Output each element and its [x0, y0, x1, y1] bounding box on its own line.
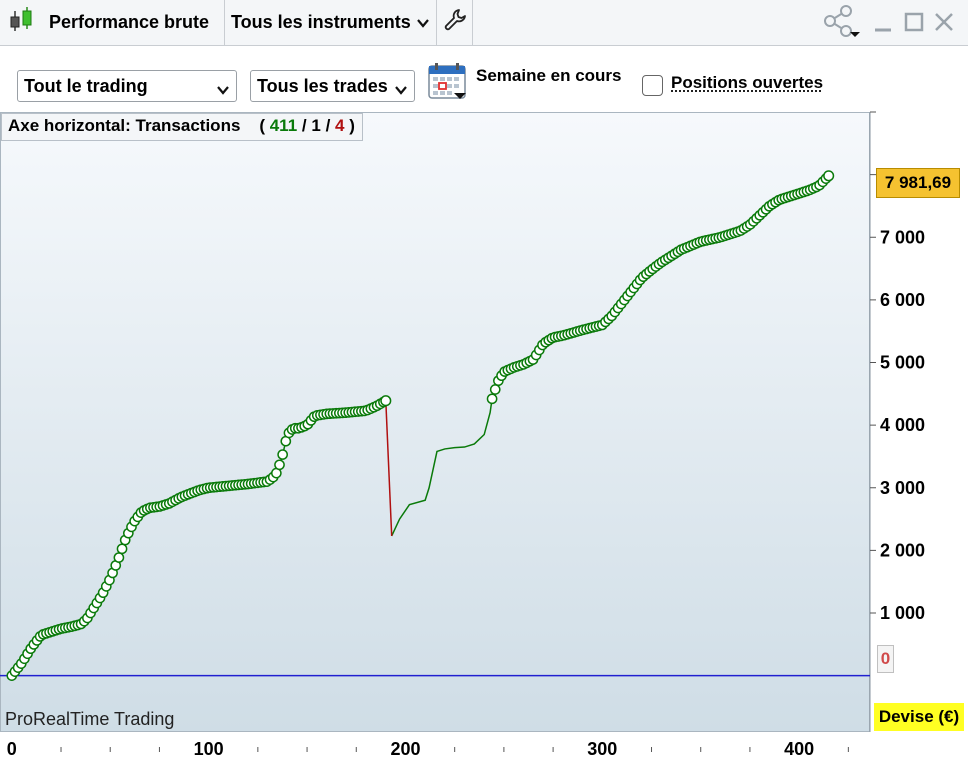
- count-winning-trades: 411: [269, 116, 298, 135]
- count-neutral-trades: 1: [311, 116, 321, 135]
- settings-button[interactable]: [437, 0, 473, 45]
- equity-line: [491, 175, 830, 400]
- y-axis: 1 000 2 000 3 000 4 000 5 000 6 000 7 000: [870, 111, 925, 623]
- y-tick-label: 3 000: [880, 478, 925, 498]
- window-title: Performance brute: [49, 12, 210, 32]
- calendar-icon: [428, 63, 468, 104]
- trade-marker: [274, 459, 285, 471]
- filter-toolbar: Tout le trading Tous les trades: [0, 46, 968, 112]
- equity-series: [6, 170, 835, 681]
- wrench-icon: [444, 8, 466, 37]
- chevron-down-icon: [416, 15, 429, 31]
- minimize-icon: [872, 6, 894, 41]
- currency-badge[interactable]: Devise (€): [874, 703, 964, 731]
- share-icon: [822, 4, 862, 43]
- zero-value-badge: 0: [877, 645, 894, 673]
- count-separator-2: /: [325, 116, 331, 135]
- x-axis: 0 100 200 300 400: [7, 739, 849, 759]
- open-positions-checkbox[interactable]: [642, 75, 663, 96]
- y-tick-label: 7 000: [880, 227, 925, 247]
- trade-marker-end: [823, 170, 835, 182]
- x-tick-label: 400: [784, 739, 814, 759]
- count-losing-trades: 4: [335, 116, 345, 135]
- open-positions-label[interactable]: Positions ouvertes: [671, 73, 824, 92]
- trade-marker: [489, 384, 501, 395]
- x-tick-label: 0: [7, 739, 17, 759]
- trade-marker: [116, 543, 128, 555]
- trade-marker-end: [380, 395, 392, 407]
- y-tick-label: 2 000: [880, 540, 925, 560]
- trading-select[interactable]: Tout le trading: [17, 70, 237, 102]
- instrument-menu[interactable]: Tous les instruments: [225, 0, 437, 45]
- maximize-button[interactable]: [903, 6, 925, 40]
- plot-area[interactable]: [0, 112, 870, 732]
- candlestick-icon: [7, 5, 37, 40]
- app-title-cell: Performance brute: [0, 0, 225, 45]
- axis-mode-box[interactable]: Axe horizontal: Transactions ( 411 / 1 /…: [1, 113, 363, 141]
- title-bar: Performance brute Tous les instruments: [0, 0, 968, 46]
- x-tick-label: 300: [587, 739, 617, 759]
- close-button[interactable]: [933, 6, 955, 40]
- axis-mode-label: Axe horizontal:: [8, 116, 131, 135]
- chevron-down-icon: [216, 80, 230, 101]
- x-tick-label: 100: [194, 739, 224, 759]
- minimize-button[interactable]: [872, 6, 894, 40]
- y-tick-label: 4 000: [880, 415, 925, 435]
- equity-line-unmarked: [391, 398, 493, 537]
- period-button[interactable]: [428, 62, 468, 105]
- y-tick-label: 5 000: [880, 353, 925, 373]
- loss-drop-line: [385, 400, 393, 537]
- y-tick-label: 6 000: [880, 290, 925, 310]
- trades-select[interactable]: Tous les trades: [250, 70, 415, 102]
- period-label[interactable]: Semaine en cours: [476, 66, 622, 85]
- trades-select-value: Tous les trades: [257, 75, 388, 96]
- count-close-paren: ): [349, 116, 355, 135]
- trade-marker: [277, 449, 289, 460]
- count-separator-1: /: [301, 116, 307, 135]
- x-tick-label: 200: [390, 739, 420, 759]
- trading-select-value: Tout le trading: [24, 75, 148, 96]
- equity-line: [11, 400, 387, 677]
- close-icon: [933, 6, 955, 41]
- axis-mode-value: Transactions: [135, 116, 241, 135]
- count-open-paren: (: [259, 116, 265, 135]
- maximize-icon: [903, 6, 925, 41]
- trade-marker: [486, 393, 498, 405]
- trade-marker: [113, 552, 125, 563]
- share-button[interactable]: [822, 4, 862, 43]
- y-tick-label: 1 000: [880, 603, 925, 623]
- instrument-menu-label: Tous les instruments: [231, 12, 411, 32]
- last-value-badge: 7 981,69: [876, 168, 960, 198]
- brand-watermark: ProRealTime Trading: [5, 709, 175, 729]
- chevron-down-icon: [394, 80, 408, 101]
